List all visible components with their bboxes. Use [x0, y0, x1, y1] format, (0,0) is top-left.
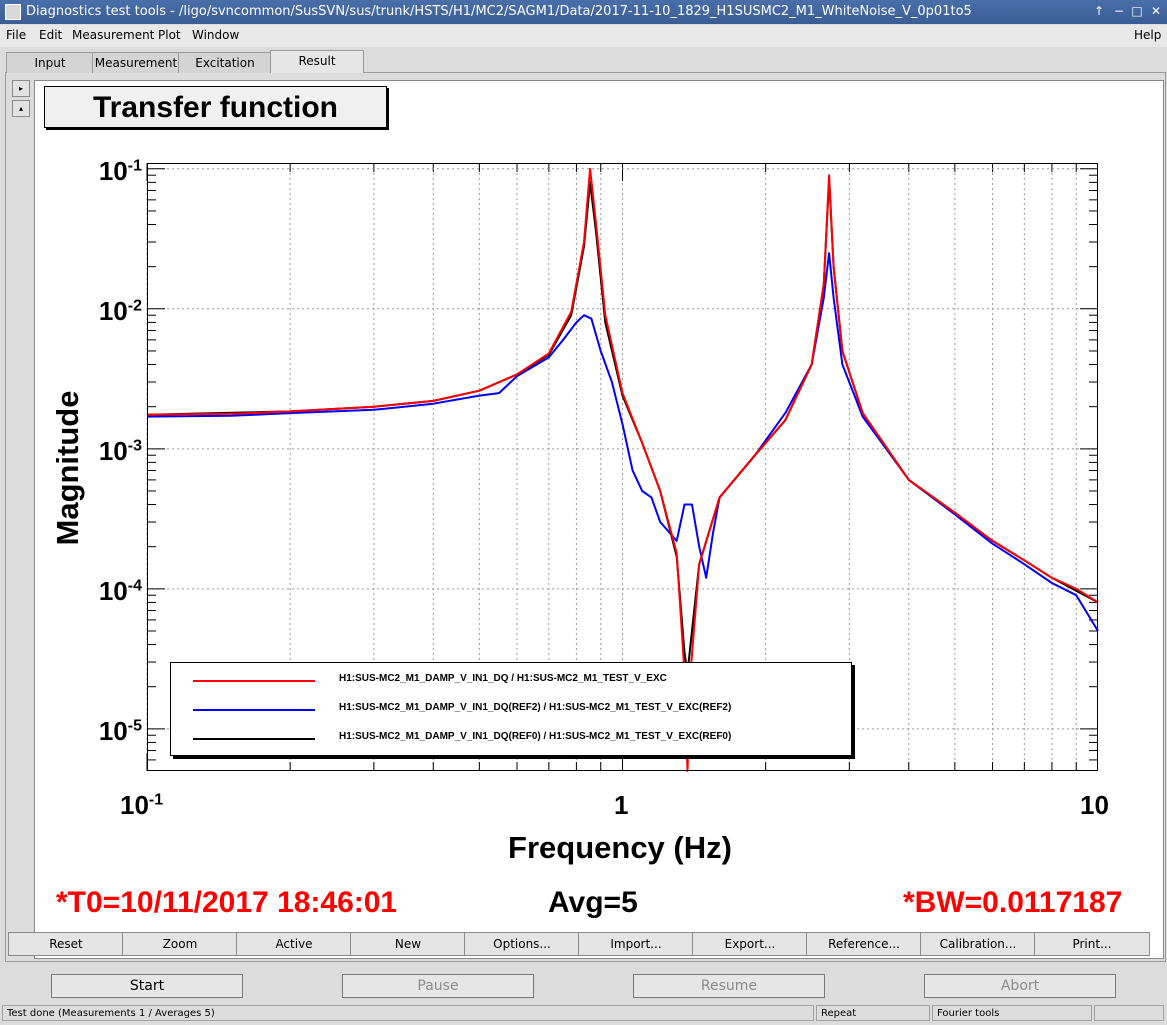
x-tick-label-3: 10: [1080, 790, 1109, 820]
legend-label: H1:SUS-MC2_M1_DAMP_V_IN1_DQ(REF0) / H1:S…: [339, 731, 732, 742]
import-button[interactable]: Import...: [578, 932, 694, 956]
tab-excitation[interactable]: Excitation: [178, 52, 272, 73]
status-extra: [1094, 1005, 1164, 1021]
app-icon: [5, 4, 21, 20]
y-tick-label-3: 10-3: [98, 436, 142, 466]
menu-edit[interactable]: Edit: [39, 28, 63, 42]
options-button[interactable]: Options...: [464, 932, 580, 956]
window-title: Diagnostics test tools - /ligo/svncommon…: [26, 4, 972, 19]
legend-entry: H1:SUS-MC2_M1_DAMP_V_IN1_DQ(REF2) / H1:S…: [171, 694, 851, 724]
t0-readout: *T0=10/11/2017 18:46:01: [56, 886, 398, 919]
status-mode: Repeat: [816, 1005, 930, 1021]
legend-label: H1:SUS-MC2_M1_DAMP_V_IN1_DQ / H1:SUS-MC2…: [339, 673, 667, 684]
plot-frame: [147, 163, 1098, 771]
window-maximize-button[interactable]: □: [1131, 4, 1143, 18]
legend-swatch: [193, 709, 315, 711]
menu-bar: File Edit Measurement Plot Window Help: [0, 25, 1167, 47]
x-tick-label-2: 1: [614, 790, 629, 820]
status-tool: Fourier tools: [932, 1005, 1092, 1021]
window-close-button[interactable]: ✕: [1150, 4, 1162, 18]
menu-window[interactable]: Window: [192, 28, 240, 42]
x-axis-label: Frequency (Hz): [508, 830, 732, 865]
resume-button[interactable]: Resume: [633, 974, 825, 998]
print-button[interactable]: Print...: [1034, 932, 1150, 956]
plot-title: Transfer function: [44, 86, 387, 128]
legend-label: H1:SUS-MC2_M1_DAMP_V_IN1_DQ(REF2) / H1:S…: [339, 702, 732, 713]
window-minimize-button[interactable]: −: [1113, 4, 1125, 18]
expand-right-icon[interactable]: ▸: [12, 80, 30, 97]
window-titlebar: Diagnostics test tools - /ligo/svncommon…: [0, 0, 1167, 24]
chart-legend: H1:SUS-MC2_M1_DAMP_V_IN1_DQ / H1:SUS-MC2…: [170, 662, 852, 756]
x-tick-label-1: 10-1: [120, 790, 164, 820]
menu-plot[interactable]: Plot: [158, 28, 181, 42]
legend-entry: H1:SUS-MC2_M1_DAMP_V_IN1_DQ / H1:SUS-MC2…: [171, 665, 851, 695]
menu-help[interactable]: Help: [1134, 28, 1162, 42]
y-tick-label-4: 10-4: [98, 576, 142, 606]
start-button[interactable]: Start: [51, 974, 243, 998]
pause-button[interactable]: Pause: [342, 974, 534, 998]
reference-button[interactable]: Reference...: [806, 932, 922, 956]
legend-swatch: [193, 680, 315, 682]
tab-input[interactable]: Input: [6, 52, 94, 73]
calibration-button[interactable]: Calibration...: [920, 932, 1036, 956]
menu-measurement[interactable]: Measurement: [72, 28, 155, 42]
y-tick-label-2: 10-2: [98, 296, 142, 326]
menu-file[interactable]: File: [6, 28, 27, 42]
active-button[interactable]: Active: [236, 932, 352, 956]
window-up-button[interactable]: ↑: [1093, 4, 1105, 18]
bw-readout: *BW=0.0117187: [903, 886, 1123, 919]
avg-readout: Avg=5: [548, 886, 638, 919]
abort-button[interactable]: Abort: [924, 974, 1116, 998]
tab-measurement[interactable]: Measurement: [92, 52, 180, 73]
legend-swatch: [193, 738, 315, 740]
new-button[interactable]: New: [350, 932, 466, 956]
legend-entry: H1:SUS-MC2_M1_DAMP_V_IN1_DQ(REF0) / H1:S…: [171, 723, 851, 753]
tab-result[interactable]: Result: [270, 50, 364, 73]
collapse-up-icon[interactable]: ▴: [12, 100, 30, 117]
export-button[interactable]: Export...: [692, 932, 808, 956]
y-tick-label-5: 10-5: [98, 716, 142, 746]
zoom-button[interactable]: Zoom: [122, 932, 238, 956]
y-tick-label-1: 10-1: [98, 156, 142, 186]
reset-button[interactable]: Reset: [8, 932, 124, 956]
status-bar: Test done (Measurements 1 / Averages 5) …: [0, 1003, 1167, 1023]
status-message: Test done (Measurements 1 / Averages 5): [2, 1005, 814, 1021]
y-axis-label: Magnitude: [50, 390, 85, 546]
